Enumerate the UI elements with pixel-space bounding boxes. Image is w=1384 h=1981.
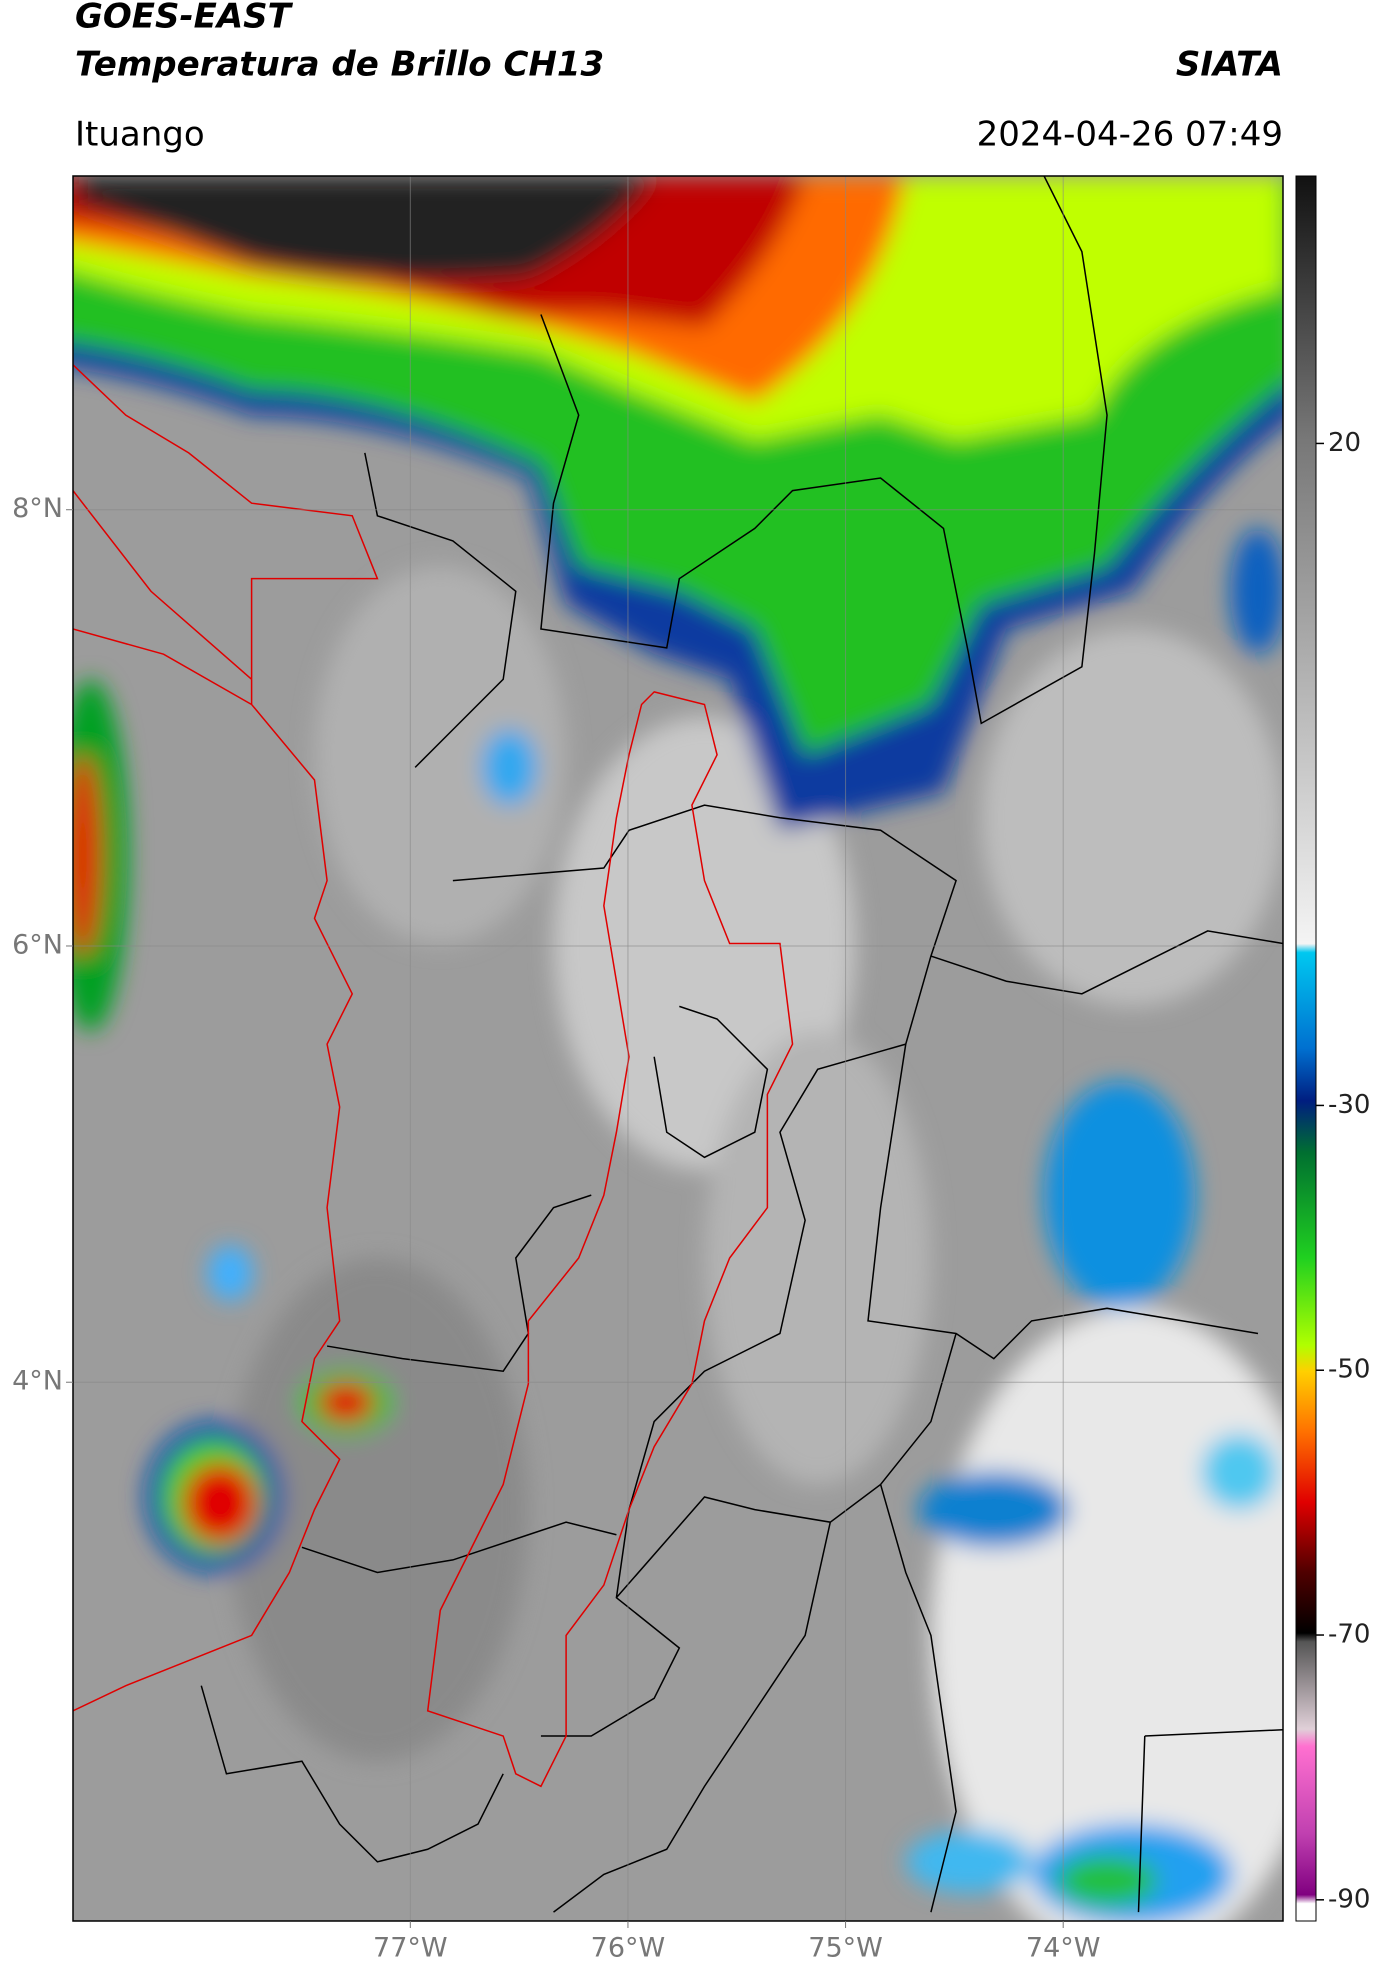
colorbar-tick-label: -70 — [1328, 1620, 1370, 1650]
x-tick-label: 74°W — [1026, 1933, 1101, 1964]
datetime: 2024-04-26 07:49 — [977, 115, 1283, 155]
map-frame — [72, 175, 1284, 1922]
y-tick-label: 6°N — [12, 929, 63, 960]
x-tick-label: 76°W — [591, 1933, 666, 1964]
satellite-image — [73, 176, 1283, 1921]
y-tick-label: 4°N — [12, 1366, 63, 1397]
colorbar-tick-label: -30 — [1328, 1090, 1370, 1120]
agency: SIATA — [1176, 45, 1283, 85]
colorbar-tick-label: -90 — [1328, 1884, 1370, 1914]
x-tick-label: 77°W — [373, 1933, 448, 1964]
y-tick-label: 8°N — [12, 493, 63, 524]
colorbar-tick-label: -50 — [1328, 1355, 1370, 1385]
x-tick-label: 75°W — [808, 1933, 883, 1964]
subtitle: Temperatura de Brillo CH13 — [75, 45, 604, 85]
location: Ituango — [75, 115, 205, 155]
title: GOES-EAST — [75, 0, 294, 37]
colorbar — [1295, 175, 1317, 1922]
colorbar-tick-label: 20 — [1328, 428, 1361, 458]
